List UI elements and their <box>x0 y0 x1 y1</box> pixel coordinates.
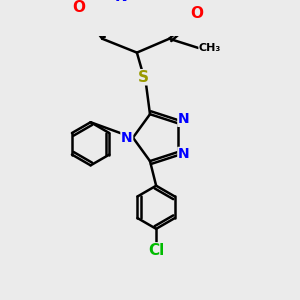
Text: O: O <box>73 0 85 15</box>
Text: Cl: Cl <box>148 243 164 258</box>
Text: N: N <box>121 130 133 145</box>
Text: N: N <box>178 112 190 126</box>
Text: O: O <box>190 6 203 21</box>
Text: S: S <box>138 70 149 85</box>
Text: N: N <box>115 0 128 4</box>
Text: CH₃: CH₃ <box>199 43 221 53</box>
Text: N: N <box>178 147 190 161</box>
